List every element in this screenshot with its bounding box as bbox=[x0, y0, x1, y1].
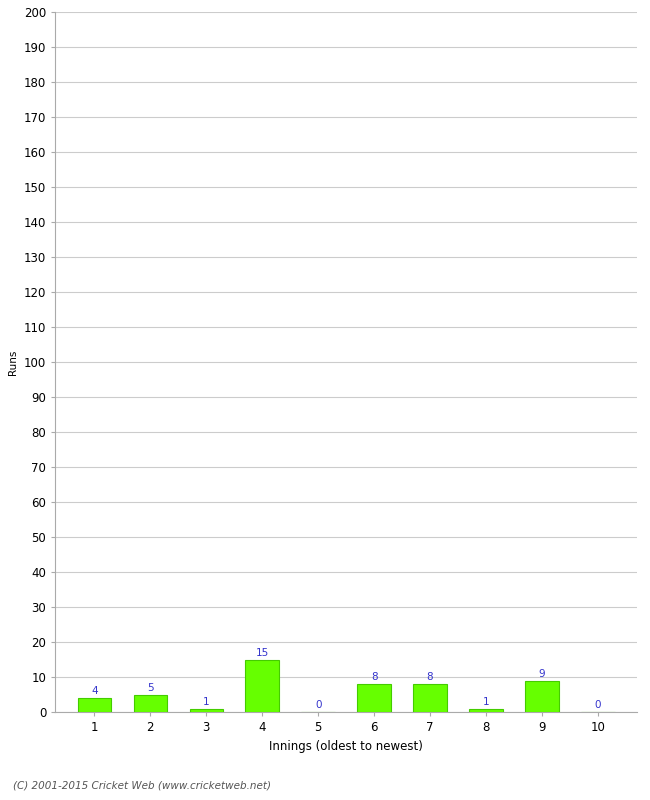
Bar bbox=[246, 659, 279, 712]
Bar bbox=[77, 698, 111, 712]
Bar bbox=[525, 681, 559, 712]
Text: 1: 1 bbox=[483, 697, 489, 706]
Bar bbox=[358, 684, 391, 712]
Bar bbox=[413, 684, 447, 712]
Text: (C) 2001-2015 Cricket Web (www.cricketweb.net): (C) 2001-2015 Cricket Web (www.cricketwe… bbox=[13, 781, 271, 790]
Text: 4: 4 bbox=[91, 686, 98, 696]
Text: 5: 5 bbox=[147, 682, 153, 693]
Text: 9: 9 bbox=[539, 669, 545, 678]
Text: 8: 8 bbox=[370, 672, 378, 682]
Text: 1: 1 bbox=[203, 697, 209, 706]
Text: 0: 0 bbox=[595, 700, 601, 710]
Text: 0: 0 bbox=[315, 700, 321, 710]
Text: 15: 15 bbox=[255, 648, 269, 658]
X-axis label: Innings (oldest to newest): Innings (oldest to newest) bbox=[269, 739, 423, 753]
Bar bbox=[190, 709, 223, 712]
Y-axis label: Runs: Runs bbox=[8, 350, 18, 374]
Bar bbox=[133, 694, 167, 712]
Bar bbox=[469, 709, 502, 712]
Text: 8: 8 bbox=[426, 672, 434, 682]
